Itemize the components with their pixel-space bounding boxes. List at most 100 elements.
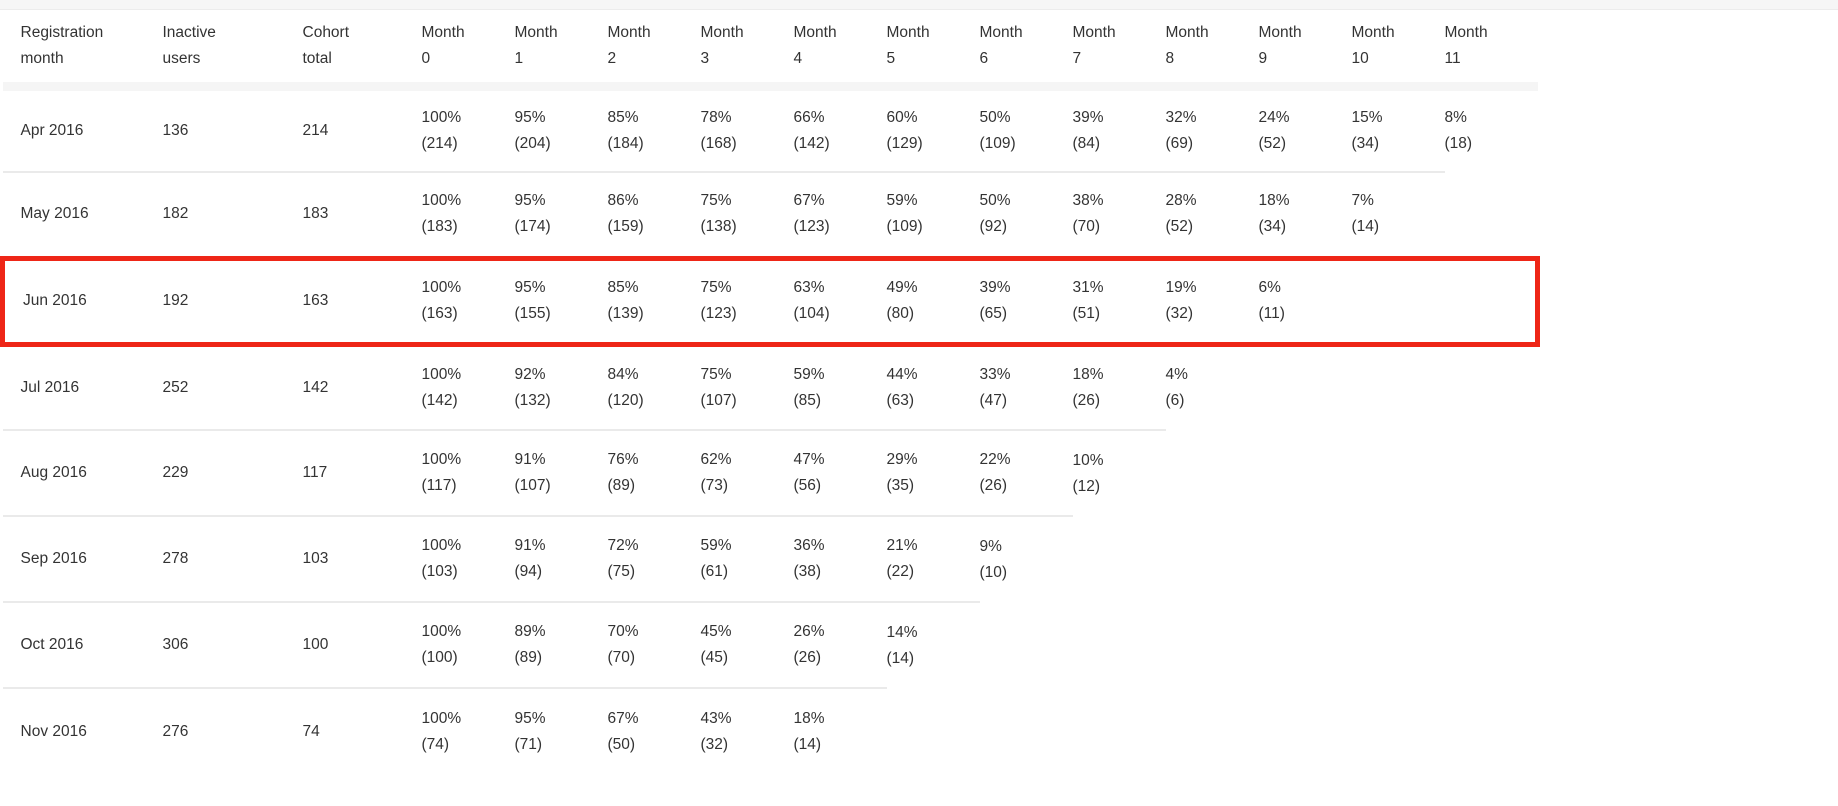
column-header-0: Registration month — [2, 10, 163, 91]
empty-cell-month-10 — [1352, 516, 1445, 602]
retention-cell-month-5: 49% (80) — [886, 255, 980, 347]
column-header-13: Month 10 — [1351, 10, 1445, 91]
empty-cell-month-10 — [1352, 344, 1445, 430]
cohort-retention-table: Registration month Inactive users Cohort t… — [0, 10, 1540, 774]
retention-cell-month-8: 32% (69) — [1165, 108, 1197, 152]
retention-cell-month-2: 76% (89) — [607, 429, 701, 516]
column-header-11: Month 8 — [1165, 10, 1259, 91]
retention-cell-month-3: 59% (61) — [700, 515, 794, 602]
retention-cell-month-2: 67% (50) — [607, 687, 701, 774]
retention-cell-month-0: 100% (163) — [421, 255, 515, 347]
table-row-aug-2016: Aug 2016 229 117 100% (117) 91% (107) 76% (89… — [2, 429, 1538, 516]
empty-cell-month-9 — [1259, 516, 1352, 602]
retention-cell-month-3: 45% (45) — [700, 601, 794, 688]
retention-cell-month-3: 43% (32) — [700, 687, 794, 774]
empty-cell-month-10 — [1352, 688, 1445, 774]
inactive-users-cell: 278 — [162, 515, 303, 602]
retention-cell-month-3: 75% (123) — [700, 255, 794, 347]
retention-cell-month-4: 63% (104) — [793, 255, 887, 347]
retention-cell-month-2: 70% (70) — [607, 601, 701, 688]
retention-cell-month-1: 91% (107) — [514, 429, 608, 516]
registration-month-cell: Jul 2016 — [2, 343, 163, 430]
retention-cell-month-7: 10% (12) — [1072, 429, 1166, 516]
retention-cell-month-0: 100% (100) — [421, 601, 515, 688]
retention-cell-month-0: 100% (74) — [421, 687, 515, 774]
empty-cell-month-8 — [1166, 430, 1259, 516]
table-row-sep-2016: Sep 2016 278 103 100% (103) 91% (94) 72% (75)… — [2, 515, 1538, 602]
table-row-jun-2016-highlighted: Jun 2016 192 163 100% (163) 95% (155) 85% (13… — [0, 255, 1540, 347]
inactive-users-cell: 306 — [162, 601, 303, 688]
retention-cell-month-9: 6% (11) — [1258, 255, 1352, 347]
retention-cell-month-1: 89% (89) — [514, 601, 608, 688]
empty-cell-month-7 — [1073, 602, 1166, 688]
retention-cell-month-5: 21% (22) — [886, 515, 980, 602]
cohort-total-cell: 117 — [302, 429, 422, 516]
cohort-total-cell: 142 — [302, 343, 422, 430]
retention-cell-month-1: 92% (132) — [514, 343, 608, 430]
table-top-edge — [0, 0, 1838, 10]
cohort-total-cell: 214 — [302, 121, 329, 139]
empty-cell-month-11 — [1445, 516, 1538, 602]
registration-month-cell: May 2016 — [2, 171, 163, 258]
column-header-8: Month 5 — [886, 10, 980, 91]
retention-cell-month-1: 95% (174) — [514, 171, 608, 258]
registration-month-cell: Aug 2016 — [2, 429, 163, 516]
cohort-total-cell: 103 — [302, 515, 422, 602]
cohort-total-cell: 100 — [302, 601, 422, 688]
registration-month-cell: Jun 2016 — [0, 255, 163, 347]
empty-cell-month-9 — [1259, 344, 1352, 430]
table-body: Apr 2016 136 214 100% (214) 95% (204) 85% (18… — [0, 86, 1540, 774]
registration-month-cell: Nov 2016 — [2, 687, 163, 774]
retention-cell-month-2: 85% (184) — [607, 108, 644, 152]
empty-cell-month-5 — [887, 688, 980, 774]
retention-cell-month-2: 85% (139) — [607, 255, 701, 347]
retention-cell-month-10: 15% (34) — [1351, 108, 1383, 152]
table-row-nov-2016: Nov 2016 276 74 100% (74) 95% (71) 67% (50) 43… — [2, 687, 1538, 774]
retention-cell-month-5: 44% (63) — [886, 343, 980, 430]
retention-cell-month-5: 59% (109) — [886, 171, 980, 258]
cohort-total-cell: 74 — [302, 687, 422, 774]
retention-cell-month-5: 14% (14) — [886, 601, 980, 688]
header-row: Registration month Inactive users Cohort t… — [2, 10, 1538, 91]
empty-cell-month-11 — [1445, 344, 1538, 430]
retention-cell-month-10: 7% (14) — [1351, 171, 1445, 258]
retention-cell-month-1: 95% (71) — [514, 687, 608, 774]
inactive-users-cell: 192 — [162, 255, 303, 347]
retention-cell-month-6: 39% (65) — [979, 255, 1073, 347]
retention-cell-month-3: 75% (138) — [700, 171, 794, 258]
empty-cell-month-11 — [1445, 430, 1538, 516]
retention-cell-month-4: 36% (38) — [793, 515, 887, 602]
column-header-2: Cohort total — [302, 10, 422, 91]
empty-cell-month-8 — [1166, 516, 1259, 602]
empty-cell-month-9 — [1259, 688, 1352, 774]
retention-cell-month-3: 75% (107) — [700, 343, 794, 430]
column-header-4: Month 1 — [514, 10, 608, 91]
cohort-total-cell: 163 — [302, 255, 422, 347]
registration-month-cell: Sep 2016 — [2, 515, 163, 602]
empty-cell-month-7 — [1073, 688, 1166, 774]
table-row-apr-2016: Apr 2016 136 214 100% (214) 95% (204) 85% (18… — [3, 86, 1538, 172]
retention-cell-month-4: 26% (26) — [793, 601, 887, 688]
inactive-users-cell: 252 — [162, 343, 303, 430]
retention-cell-month-0: 100% (214) — [421, 108, 462, 152]
retention-cell-month-6: 9% (10) — [979, 515, 1073, 602]
retention-cell-month-4: 47% (56) — [793, 429, 887, 516]
empty-cell-month-9 — [1259, 430, 1352, 516]
inactive-users-cell: 136 — [162, 121, 189, 139]
retention-cell-month-0: 100% (103) — [421, 515, 515, 602]
column-header-3: Month 0 — [421, 10, 515, 91]
retention-cell-month-5: 29% (35) — [886, 429, 980, 516]
empty-cell-month-9 — [1259, 602, 1352, 688]
column-header-9: Month 6 — [979, 10, 1073, 91]
column-header-14: Month 11 — [1444, 10, 1538, 91]
retention-cell-month-0: 100% (117) — [421, 429, 515, 516]
empty-cell-month-6 — [980, 602, 1073, 688]
empty-cell-month-8 — [1166, 602, 1259, 688]
table-header: Registration month Inactive users Cohort t… — [2, 10, 1538, 91]
retention-cell-month-1: 95% (155) — [514, 255, 608, 347]
retention-cell-month-4: 67% (123) — [793, 171, 887, 258]
table-row-jul-2016: Jul 2016 252 142 100% (142) 92% (132) 84% (12… — [2, 343, 1538, 430]
registration-month-cell: Apr 2016 — [20, 121, 84, 139]
retention-cell-month-8: 4% (6) — [1165, 343, 1259, 430]
inactive-users-cell: 182 — [162, 171, 303, 258]
